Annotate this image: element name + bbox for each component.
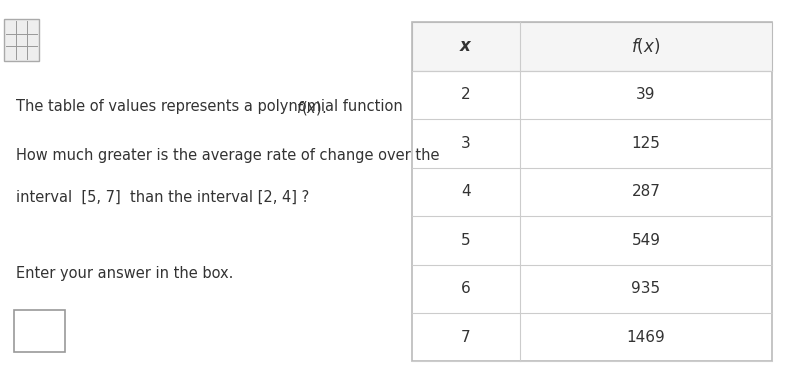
- Text: 6: 6: [461, 281, 471, 296]
- Polygon shape: [412, 22, 772, 71]
- Text: interval  [5, 7]  than the interval [2, 4] ?: interval [5, 7] than the interval [2, 4]…: [16, 190, 309, 205]
- Text: $f(x)$: $f(x)$: [631, 36, 661, 56]
- Text: 39: 39: [636, 87, 656, 102]
- FancyBboxPatch shape: [4, 19, 39, 61]
- Text: 5: 5: [461, 233, 471, 248]
- Text: 4: 4: [461, 184, 471, 199]
- Text: 549: 549: [631, 233, 661, 248]
- Text: The table of values represents a polynomial function: The table of values represents a polynom…: [16, 99, 407, 114]
- Text: Enter your answer in the box.: Enter your answer in the box.: [16, 266, 233, 281]
- Text: $f(x)$.: $f(x)$.: [296, 99, 326, 117]
- Text: 3: 3: [461, 136, 471, 151]
- Text: How much greater is the average rate of change over the: How much greater is the average rate of …: [16, 148, 439, 163]
- Text: $\boldsymbol{x}$: $\boldsymbol{x}$: [459, 37, 473, 55]
- Text: 125: 125: [631, 136, 661, 151]
- Text: 287: 287: [631, 184, 661, 199]
- Text: 2: 2: [461, 87, 471, 102]
- FancyBboxPatch shape: [14, 310, 65, 352]
- Text: 7: 7: [461, 330, 471, 345]
- Text: 935: 935: [631, 281, 661, 296]
- Text: 1469: 1469: [626, 330, 666, 345]
